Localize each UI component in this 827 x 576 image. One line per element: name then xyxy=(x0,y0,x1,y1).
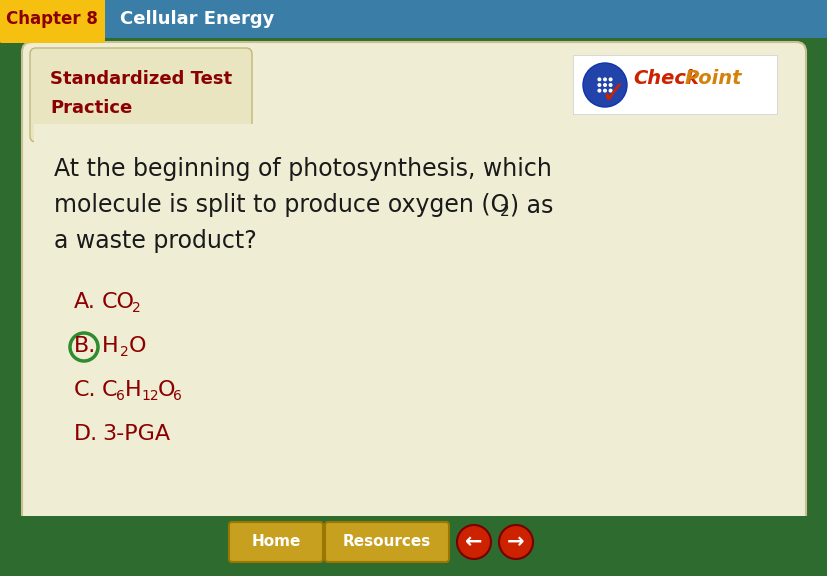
Text: CO: CO xyxy=(102,292,135,312)
Text: Resources: Resources xyxy=(342,535,431,550)
Circle shape xyxy=(499,525,533,559)
Text: Check: Check xyxy=(632,70,698,89)
Text: Practice: Practice xyxy=(50,99,132,117)
FancyBboxPatch shape xyxy=(0,0,827,38)
Text: O: O xyxy=(129,336,146,356)
Text: C.: C. xyxy=(74,380,97,400)
Text: H: H xyxy=(125,380,141,400)
Text: ←: ← xyxy=(465,532,482,552)
FancyBboxPatch shape xyxy=(0,0,105,43)
FancyBboxPatch shape xyxy=(34,124,793,144)
Text: ✓: ✓ xyxy=(600,81,625,109)
Text: Point: Point xyxy=(684,70,742,89)
Text: D.: D. xyxy=(74,424,98,444)
Circle shape xyxy=(608,89,612,93)
FancyBboxPatch shape xyxy=(22,42,805,526)
FancyBboxPatch shape xyxy=(572,55,776,114)
Text: 2: 2 xyxy=(120,345,128,359)
Circle shape xyxy=(602,77,606,81)
Circle shape xyxy=(596,83,600,87)
Text: Standardized Test: Standardized Test xyxy=(50,70,232,88)
Text: 2: 2 xyxy=(500,204,509,219)
Text: a waste product?: a waste product? xyxy=(54,229,256,253)
Text: 3-PGA: 3-PGA xyxy=(102,424,170,444)
Text: At the beginning of photosynthesis, which: At the beginning of photosynthesis, whic… xyxy=(54,157,552,181)
Circle shape xyxy=(608,77,612,81)
Text: 2: 2 xyxy=(131,301,141,315)
Text: molecule is split to produce oxygen (O: molecule is split to produce oxygen (O xyxy=(54,193,509,217)
Circle shape xyxy=(582,63,626,107)
FancyBboxPatch shape xyxy=(325,522,448,562)
Text: C: C xyxy=(102,380,117,400)
Text: O: O xyxy=(158,380,175,400)
Text: 6: 6 xyxy=(116,389,125,403)
Text: Chapter 8: Chapter 8 xyxy=(6,10,98,28)
Circle shape xyxy=(602,83,606,87)
Circle shape xyxy=(457,525,490,559)
Text: Home: Home xyxy=(251,535,300,550)
Text: A.: A. xyxy=(74,292,96,312)
Text: 12: 12 xyxy=(141,389,159,403)
FancyBboxPatch shape xyxy=(0,516,827,576)
Text: H: H xyxy=(102,336,118,356)
Text: 6: 6 xyxy=(173,389,182,403)
Text: ) as: ) as xyxy=(509,193,552,217)
Circle shape xyxy=(602,89,606,93)
FancyBboxPatch shape xyxy=(30,48,251,142)
Text: B.: B. xyxy=(74,336,96,356)
Circle shape xyxy=(596,77,600,81)
Circle shape xyxy=(608,83,612,87)
Text: →: → xyxy=(507,532,524,552)
Circle shape xyxy=(596,89,600,93)
Text: Cellular Energy: Cellular Energy xyxy=(120,10,274,28)
FancyBboxPatch shape xyxy=(229,522,323,562)
